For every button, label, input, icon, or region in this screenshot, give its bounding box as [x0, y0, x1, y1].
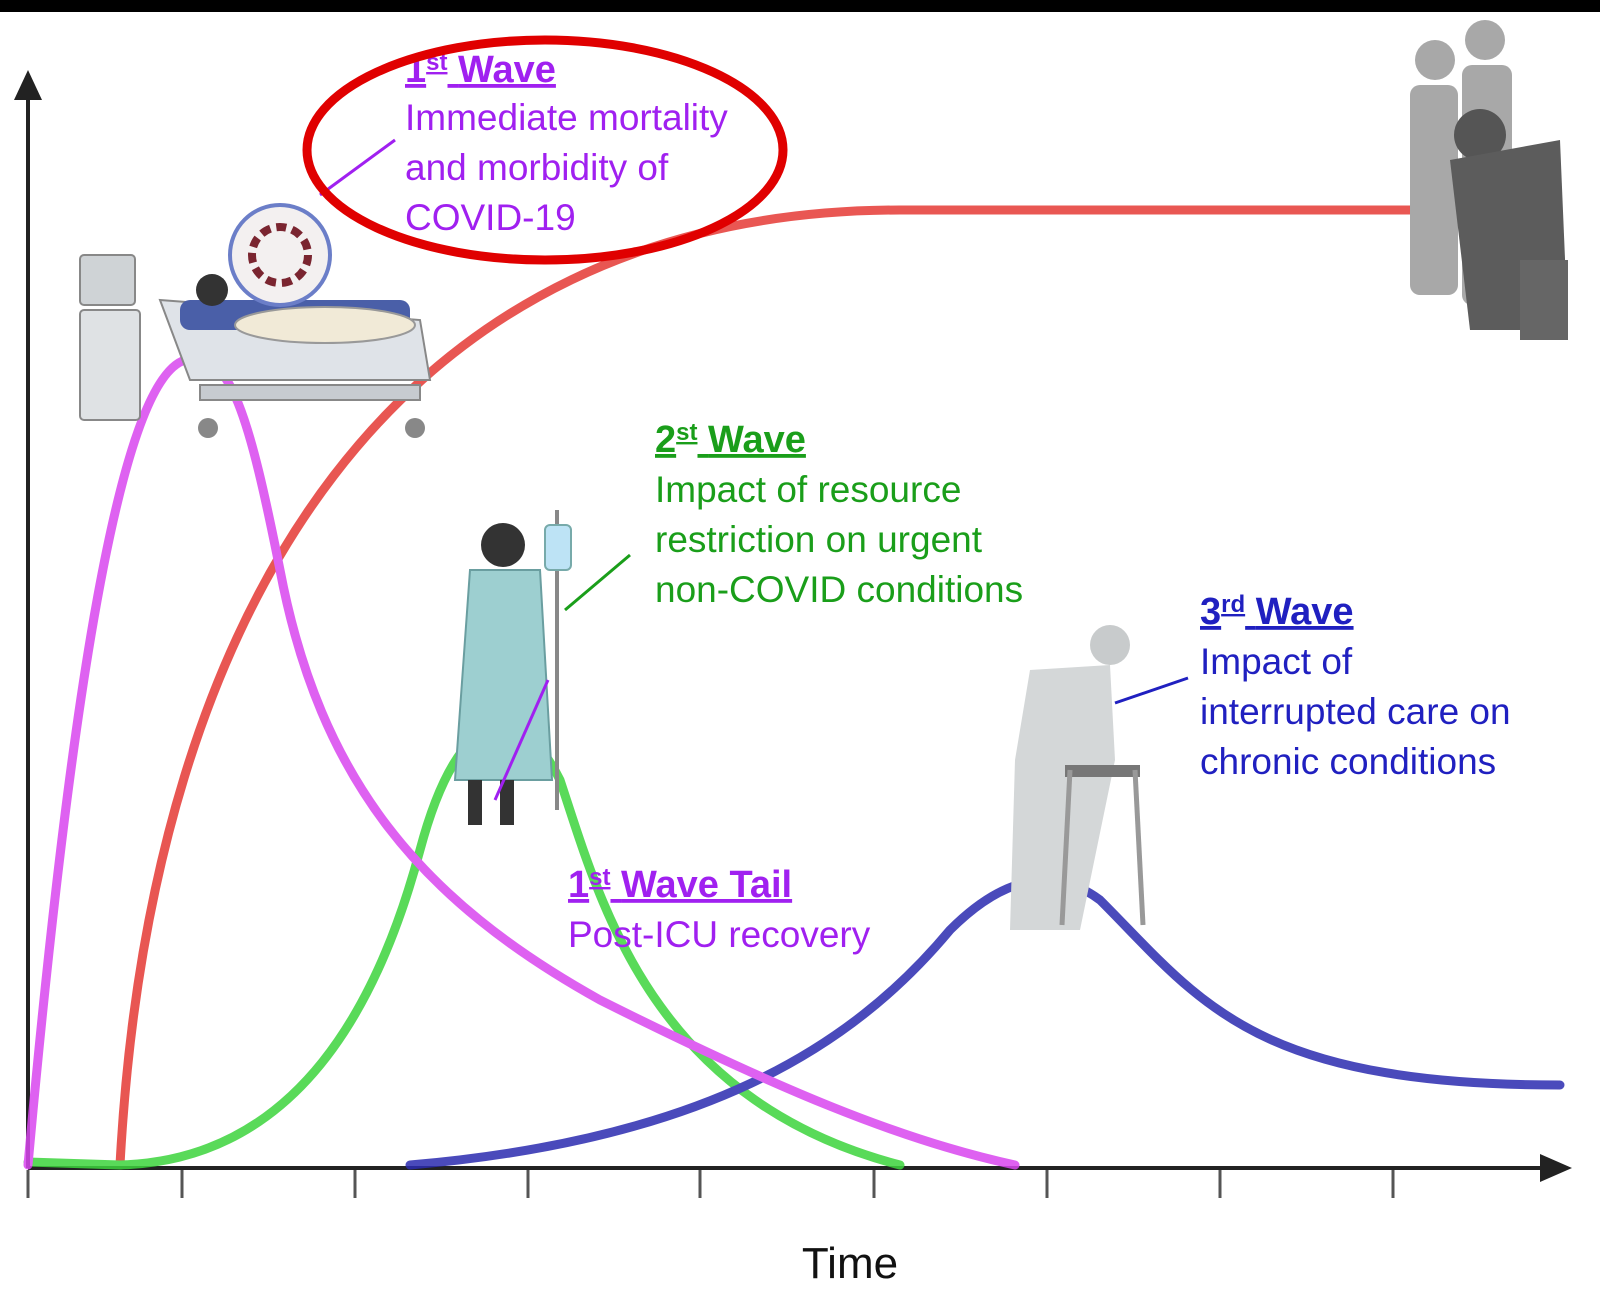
leader-lines	[319, 138, 1189, 801]
wave-text: interrupted care on	[1200, 691, 1511, 732]
icu-illustration	[79, 203, 432, 438]
wave-heading: 2st Wave	[655, 419, 806, 461]
x-arrow	[1540, 1154, 1572, 1182]
wave-text: non-COVID conditions	[655, 569, 1023, 610]
text-part: 3	[1200, 591, 1221, 633]
wave-heading: 3rd Wave	[1200, 591, 1354, 633]
second-wave-callout: 2st Wave Impact of resource restriction …	[655, 419, 1023, 610]
text-part: 2	[655, 419, 676, 461]
magenta-curve	[23, 353, 1020, 1170]
wave-text: Impact of resource	[655, 469, 961, 510]
axes	[26, 95, 1545, 1170]
text-part: Wave Tail	[621, 864, 792, 906]
wave-tail-callout: 1st Wave Tail Post-ICU recovery	[568, 864, 871, 955]
text-part: Wave	[708, 419, 806, 461]
highlight-ellipse	[302, 35, 788, 265]
x-ticks	[26, 1170, 1395, 1198]
text-part: Wave	[458, 49, 556, 91]
patient-illustration	[453, 510, 572, 825]
third-wave-callout: 3rd Wave Impact of interrupted care on c…	[1200, 591, 1511, 782]
y-arrow	[14, 70, 42, 100]
wave-text: Post-ICU recovery	[568, 914, 871, 955]
elderly-illustration	[1010, 625, 1146, 930]
clinicians-illustration	[1410, 20, 1568, 340]
wave-text: Immediate mortality	[405, 97, 728, 138]
wave-text: and morbidity of	[405, 147, 669, 188]
text-part: rd	[1221, 591, 1245, 618]
text-part: st	[589, 864, 610, 891]
text-part: st	[676, 419, 697, 446]
wave-text: chronic conditions	[1200, 741, 1496, 782]
wave-text: Impact of	[1200, 641, 1353, 682]
text-part: 1	[568, 864, 589, 906]
text-part: Wave	[1256, 591, 1354, 633]
wave-heading: 1st Wave Tail	[568, 864, 792, 906]
wave-text: COVID-19	[405, 197, 576, 238]
top-bar	[0, 0, 1600, 12]
first-wave-callout: 1st Wave Immediate mortality and morbidi…	[405, 49, 728, 238]
x-axis-label: Time	[802, 1239, 898, 1288]
wave-text: restriction on urgent	[655, 519, 983, 560]
